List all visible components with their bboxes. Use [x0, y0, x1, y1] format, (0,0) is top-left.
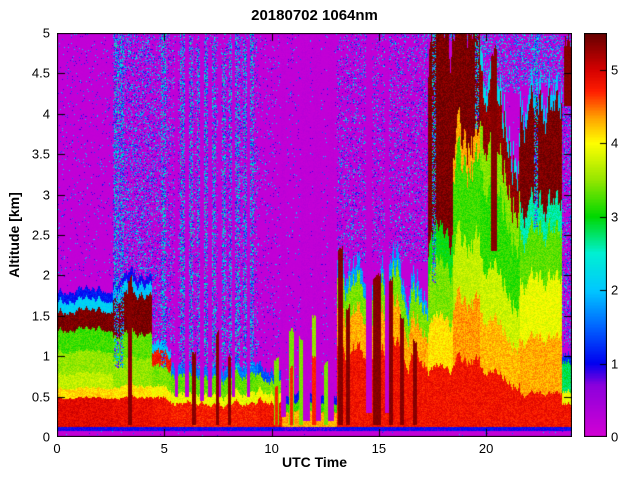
- y-tick-label: 4: [42, 106, 50, 122]
- y-tick-label: 0: [42, 429, 50, 445]
- colorbar-tick-label: 2: [611, 282, 619, 298]
- colorbar-tick-label: 4: [611, 135, 619, 151]
- y-tick-label: 4.5: [31, 65, 50, 81]
- x-tick-label: 0: [53, 441, 61, 456]
- y-tick-label: 1.5: [31, 308, 50, 324]
- x-tick-label: 20: [478, 441, 494, 456]
- colorbar-tick-label: 5: [611, 62, 619, 78]
- x-tick-label: 10: [264, 441, 279, 456]
- y-tick-label: 1: [42, 348, 50, 364]
- x-tick-label: 5: [160, 441, 168, 456]
- x-axis-label: UTC Time: [281, 454, 348, 470]
- x-tick-label: 15: [371, 441, 387, 456]
- colorbar-tick-label: 1: [611, 356, 619, 372]
- y-tick-label: 3.5: [31, 146, 50, 162]
- y-tick-label: 2.5: [31, 227, 50, 243]
- y-tick-label: 5: [42, 25, 50, 41]
- heatmap-canvas: [57, 33, 572, 437]
- y-tick-label: 3: [42, 187, 50, 203]
- y-tick-label: 2: [42, 267, 50, 283]
- chart-title: 20180702 1064nm: [251, 7, 378, 24]
- colorbar-tick-label: 3: [611, 209, 619, 225]
- y-tick-label: 0.5: [31, 389, 50, 405]
- colorbar-tick-label: 0: [611, 429, 619, 445]
- colorbar-canvas: [584, 33, 607, 437]
